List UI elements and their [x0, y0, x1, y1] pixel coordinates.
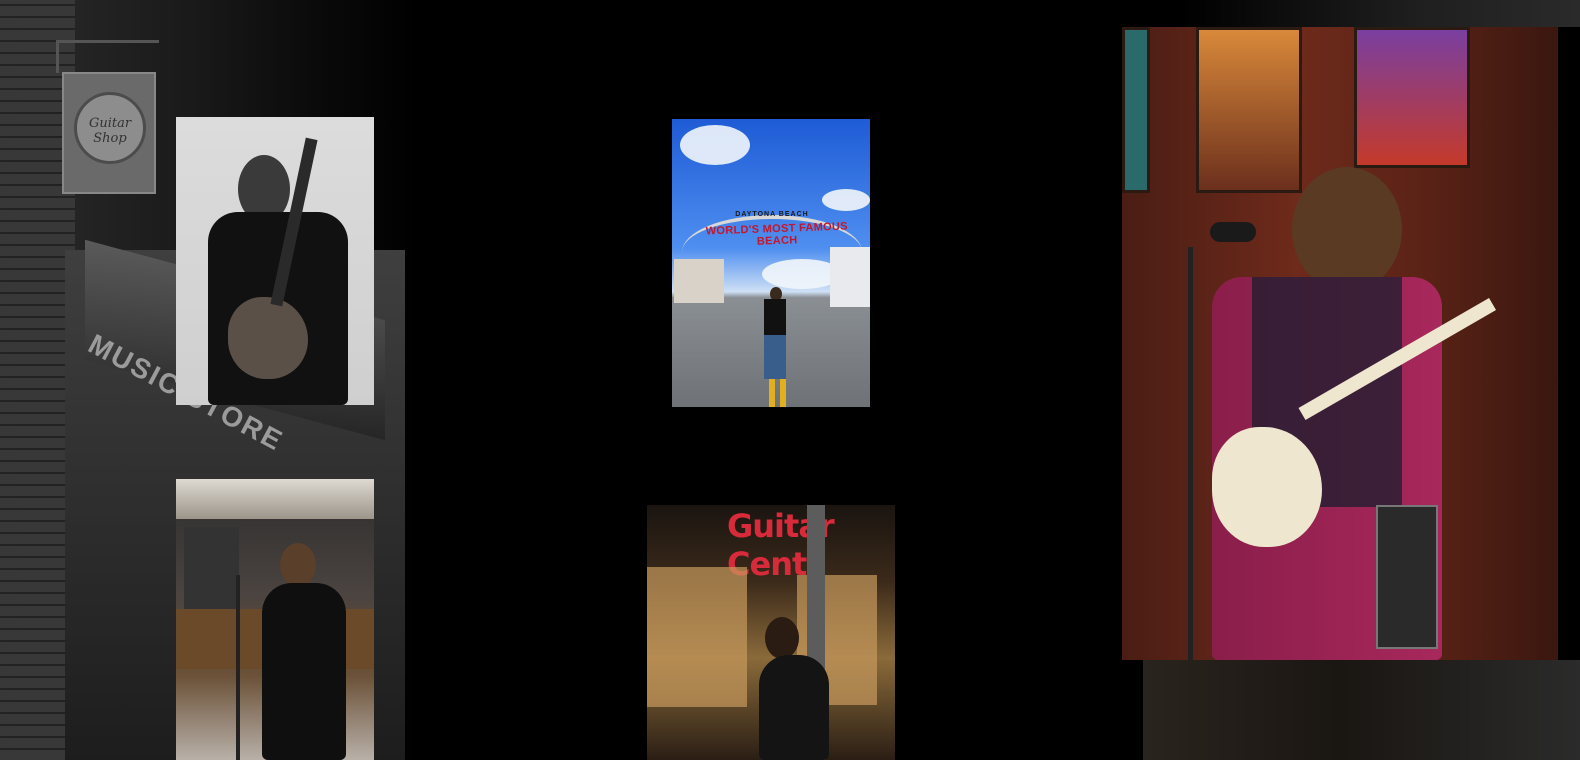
guitar-icon [1212, 427, 1322, 547]
building [830, 247, 870, 307]
background-right-top [1180, 0, 1580, 27]
arch-top-text: DAYTONA BEACH [735, 211, 809, 218]
cloud [680, 125, 750, 165]
studio-ceiling [176, 479, 374, 519]
guitar-icon [228, 297, 308, 379]
person-head [765, 617, 799, 659]
hanging-shop-sign: Guitar Shop [62, 72, 156, 194]
building [674, 259, 724, 303]
person-body [759, 655, 829, 760]
poster [1122, 27, 1150, 193]
poster [1354, 27, 1470, 168]
person-head [770, 287, 782, 301]
shop-sign-badge: Guitar Shop [74, 92, 146, 164]
photo-stage-performance[interactable] [1122, 27, 1558, 660]
cloud [822, 189, 870, 211]
amplifier [1376, 505, 1438, 649]
mic-stand [1188, 247, 1193, 660]
mic-stand [236, 575, 240, 760]
person-head [280, 543, 316, 587]
person-head [1292, 167, 1402, 292]
sign-bracket [56, 40, 159, 73]
photo-guitarist-bw[interactable] [176, 117, 374, 405]
arch [682, 215, 862, 289]
window-pane [647, 567, 747, 707]
poster [1196, 27, 1302, 193]
photo-guitar-center[interactable]: Guitar Cent [647, 505, 895, 760]
shop-sign-text: Guitar Shop [88, 116, 132, 146]
person-head [238, 155, 290, 223]
background-right-bottom [1143, 660, 1580, 760]
person-body [262, 583, 346, 760]
microphone-icon [1210, 222, 1256, 242]
photo-beach-arch[interactable]: DAYTONA BEACH WORLD'S MOST FAMOUS BEACH [672, 119, 870, 407]
person-body [764, 299, 786, 379]
photo-recording-studio[interactable] [176, 479, 374, 760]
